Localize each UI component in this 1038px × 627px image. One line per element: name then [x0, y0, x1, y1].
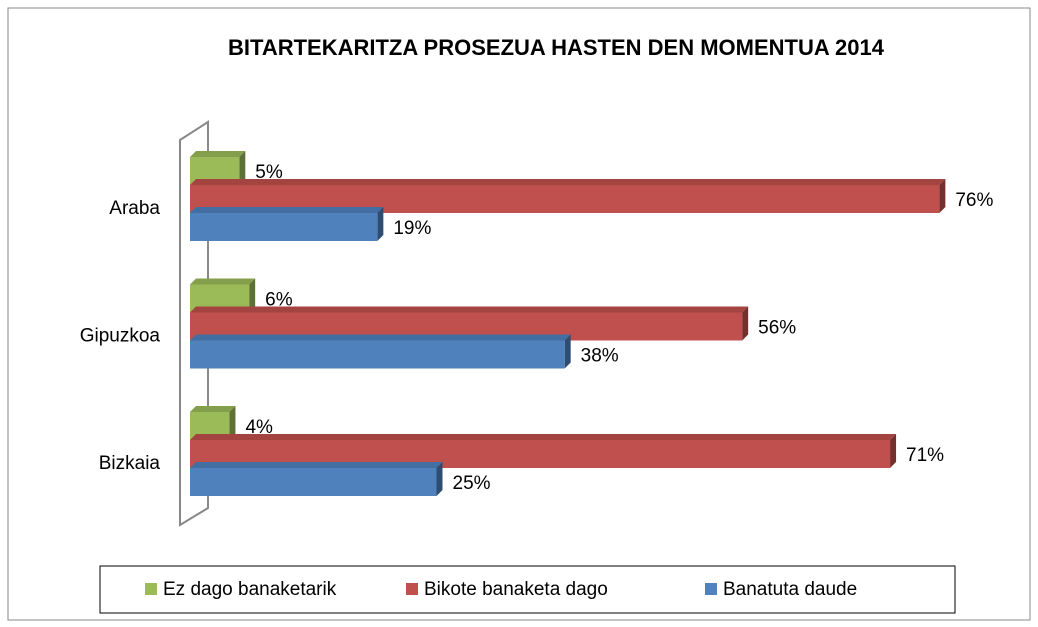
bar-top [190, 434, 897, 440]
bar-top [190, 151, 246, 157]
data-label: 71% [906, 445, 944, 466]
bar-side [436, 462, 443, 496]
bar-side [239, 151, 246, 185]
bar-side [564, 334, 571, 369]
bar-top [190, 179, 946, 185]
bar-side [742, 306, 749, 341]
bar-top [190, 306, 749, 313]
bar-top [190, 207, 384, 213]
bar [190, 213, 378, 241]
legend [99, 565, 956, 614]
data-label: 4% [245, 417, 273, 438]
y-tick-label: Araba [109, 198, 160, 219]
data-label: 56% [758, 318, 796, 339]
data-label: 76% [955, 190, 993, 211]
y-tick-label: Bizkaia [99, 453, 161, 474]
bar-side [890, 434, 897, 468]
bar-top [190, 462, 443, 468]
legend-swatch [705, 583, 717, 595]
data-label: 5% [255, 162, 283, 183]
legend-label: Bikote banaketa dago [424, 579, 608, 600]
legend-swatch [406, 583, 418, 595]
legend-label: Ez dago banaketarik [163, 579, 337, 600]
bar-side [229, 406, 236, 440]
data-label: 6% [265, 290, 293, 311]
data-label: 19% [393, 218, 431, 239]
bar [190, 340, 565, 369]
bar [190, 468, 437, 496]
bar-top [190, 334, 571, 341]
bar-top [190, 278, 256, 285]
bar-side [249, 278, 256, 313]
y-tick-label: Gipuzkoa [80, 326, 161, 347]
chart-title: BITARTEKARITZA PROSEZUA HASTEN DEN MOMEN… [228, 35, 885, 60]
legend-label: Banatuta daude [723, 579, 857, 600]
data-label: 25% [453, 473, 491, 494]
data-label: 38% [581, 346, 619, 367]
bar-side [377, 207, 384, 241]
bar-side [939, 179, 946, 213]
legend-swatch [145, 583, 157, 595]
bar-top [190, 406, 236, 412]
